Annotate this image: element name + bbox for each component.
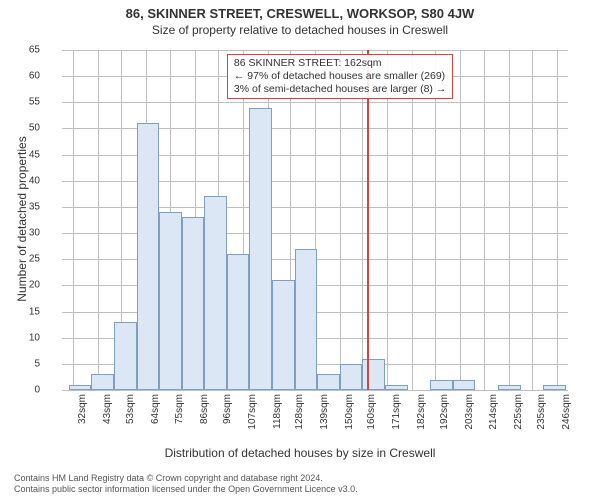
page-title: 86, SKINNER STREET, CRESWELL, WORKSOP, S… — [0, 0, 600, 21]
y-tick-label: 15 — [0, 306, 40, 317]
y-tick-label: 25 — [0, 254, 40, 265]
x-tick-label: 225sqm — [513, 394, 524, 430]
y-tick-label: 5 — [0, 358, 40, 369]
x-tick-label: 64sqm — [150, 394, 161, 424]
histogram-bar — [182, 217, 205, 390]
y-tick-label: 65 — [0, 45, 40, 56]
histogram-bar — [204, 196, 227, 390]
x-tick-label: 246sqm — [561, 394, 572, 430]
info-line-2: ← 97% of detached houses are smaller (26… — [234, 70, 446, 83]
histogram-bar — [543, 385, 566, 390]
chart-area: 86 SKINNER STREET: 162sqm← 97% of detach… — [62, 50, 568, 390]
histogram-bar — [498, 385, 521, 390]
y-tick-label: 40 — [0, 175, 40, 186]
x-tick-label: 86sqm — [199, 394, 210, 424]
x-tick-label: 43sqm — [102, 394, 113, 424]
grid-line-v — [387, 50, 388, 390]
x-tick-label: 203sqm — [464, 394, 475, 430]
histogram-bar — [453, 380, 476, 390]
grid-line-v — [509, 50, 510, 390]
x-tick-label: 192sqm — [439, 394, 450, 430]
y-tick-label: 20 — [0, 280, 40, 291]
grid-line-v — [435, 50, 436, 390]
grid-line-h — [62, 390, 568, 391]
footer-line-1: Contains HM Land Registry data © Crown c… — [14, 473, 358, 485]
x-tick-label: 107sqm — [247, 394, 258, 430]
grid-line-v — [557, 50, 558, 390]
grid-line-v — [98, 50, 99, 390]
histogram-bar — [91, 374, 114, 390]
histogram-bar — [227, 254, 250, 390]
grid-line-v — [362, 50, 363, 390]
histogram-bar — [69, 385, 92, 390]
x-tick-label: 32sqm — [77, 394, 88, 424]
histogram-bar — [340, 364, 363, 390]
x-tick-label: 235sqm — [536, 394, 547, 430]
grid-line-v — [73, 50, 74, 390]
histogram-bar — [317, 374, 340, 390]
info-line-3: 3% of semi-detached houses are larger (8… — [234, 83, 446, 96]
y-tick-label: 30 — [0, 228, 40, 239]
y-tick-label: 10 — [0, 332, 40, 343]
histogram-bar — [430, 380, 453, 390]
x-axis-label: Distribution of detached houses by size … — [0, 446, 600, 460]
grid-line-v — [484, 50, 485, 390]
y-tick-label: 60 — [0, 71, 40, 82]
y-tick-label: 0 — [0, 385, 40, 396]
grid-line-v — [412, 50, 413, 390]
x-tick-label: 139sqm — [319, 394, 330, 430]
grid-line-v — [460, 50, 461, 390]
histogram-bar — [137, 123, 160, 390]
histogram-bar — [159, 212, 182, 390]
plot-area: 86 SKINNER STREET: 162sqm← 97% of detach… — [62, 50, 568, 390]
x-tick-label: 214sqm — [488, 394, 499, 430]
histogram-bar — [295, 249, 318, 390]
y-tick-label: 50 — [0, 123, 40, 134]
y-tick-label: 55 — [0, 97, 40, 108]
histogram-bar — [249, 108, 272, 390]
x-tick-label: 118sqm — [272, 394, 283, 429]
y-tick-label: 35 — [0, 201, 40, 212]
histogram-bar — [362, 359, 385, 390]
footer-line-2: Contains public sector information licen… — [14, 484, 358, 496]
footer-attribution: Contains HM Land Registry data © Crown c… — [14, 473, 358, 496]
info-line-1: 86 SKINNER STREET: 162sqm — [234, 57, 446, 70]
x-tick-label: 53sqm — [125, 394, 136, 424]
page-subtitle: Size of property relative to detached ho… — [0, 21, 600, 37]
x-tick-label: 171sqm — [391, 394, 402, 430]
marker-line — [367, 50, 369, 390]
y-tick-label: 45 — [0, 149, 40, 160]
x-tick-label: 182sqm — [416, 394, 427, 430]
histogram-bar — [272, 280, 295, 390]
x-tick-label: 75sqm — [174, 394, 185, 424]
x-tick-label: 160sqm — [366, 394, 377, 430]
histogram-bar — [385, 385, 408, 390]
info-box: 86 SKINNER STREET: 162sqm← 97% of detach… — [227, 54, 453, 99]
x-tick-label: 96sqm — [222, 394, 233, 424]
x-tick-label: 150sqm — [344, 394, 355, 430]
histogram-bar — [114, 322, 137, 390]
grid-line-v — [532, 50, 533, 390]
x-tick-label: 128sqm — [294, 394, 305, 430]
grid-line-v — [340, 50, 341, 390]
